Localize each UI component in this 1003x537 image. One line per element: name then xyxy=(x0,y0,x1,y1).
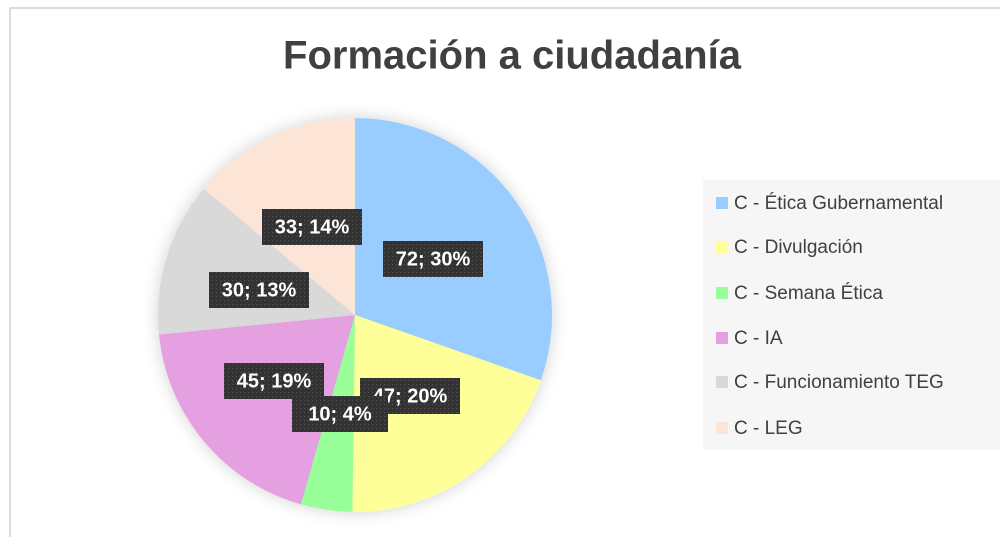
legend-label: C - Funcionamiento TEG xyxy=(734,372,944,393)
chart-border xyxy=(9,7,1000,537)
legend-swatch xyxy=(716,376,728,388)
data-labels: 72; 30% 47; 20%10; 4% 45; 19% 30; 13% 33; 14… xyxy=(209,209,483,432)
legend-swatch xyxy=(716,332,728,344)
legend-swatch xyxy=(716,241,728,253)
data-label: 33; 14% xyxy=(275,216,350,238)
pie xyxy=(158,118,552,512)
legend-label: C - LEG xyxy=(734,418,803,439)
legend-box xyxy=(703,180,1000,450)
pie-slice xyxy=(158,315,355,505)
legend-label: C - Ética Gubernamental xyxy=(734,193,943,214)
data-label-box xyxy=(224,363,324,399)
data-label: 45; 19% xyxy=(237,370,312,392)
legend-swatch xyxy=(716,287,728,299)
data-label-box xyxy=(209,272,309,308)
data-label: 30; 13% xyxy=(222,279,297,301)
legend-swatch xyxy=(716,197,728,209)
data-label-box xyxy=(292,396,388,432)
legend-label: C - Semana Ética xyxy=(734,283,883,304)
data-label: 72; 30% xyxy=(396,248,471,270)
data-label: 10; 4% xyxy=(308,403,372,425)
data-label-box xyxy=(262,209,362,245)
data-label: 47; 20% xyxy=(373,385,448,407)
legend-swatch xyxy=(716,422,728,434)
legend-label: C - IA xyxy=(734,328,783,349)
chart-title: Formación a ciudadanía xyxy=(283,34,742,78)
data-label-box xyxy=(383,241,483,277)
legend: C - Ética Gubernamental C - Divulgación C … xyxy=(716,193,944,439)
legend-label: C - Divulgación xyxy=(734,237,863,258)
